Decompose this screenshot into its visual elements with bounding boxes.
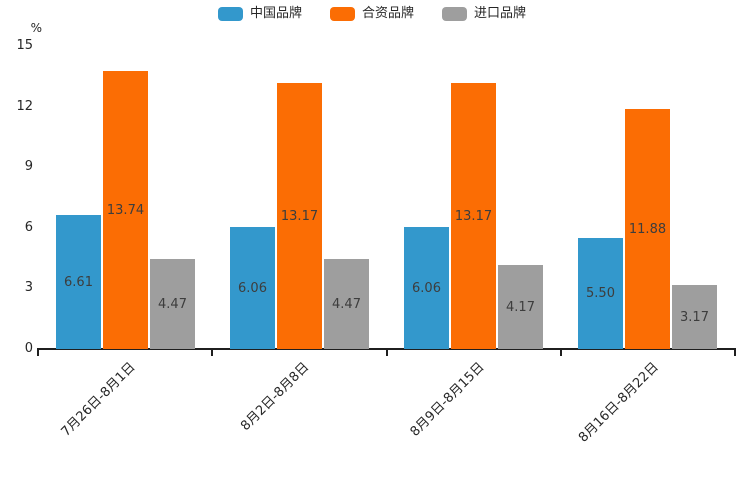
y-axis-unit-label: % [30, 21, 42, 35]
bar-series-1-group-2: 13.17 [451, 83, 496, 349]
bar-value-label: 13.17 [280, 208, 319, 224]
x-axis-category-label: 8月16日-8月22日 [575, 359, 662, 446]
bar-series-0-group-2: 6.06 [404, 227, 449, 349]
bar-value-label: 6.06 [238, 280, 267, 296]
legend-swatch-icon [329, 7, 355, 21]
bar-series-1-group-1: 13.17 [277, 83, 322, 349]
y-axis-tick-label: 0 [24, 341, 33, 356]
y-axis-tick-label: 6 [24, 220, 33, 235]
x-axis-tick [560, 350, 562, 356]
legend-item-series-2: 进口品牌 [442, 7, 526, 21]
x-axis-category-label: 8月2日-8月8日 [238, 359, 313, 434]
legend-item-label: 进口品牌 [474, 6, 527, 21]
bar-series-0-group-1: 6.06 [230, 227, 275, 349]
y-axis-tick-label: 9 [24, 159, 33, 174]
bar-value-label: 4.17 [506, 299, 535, 315]
bar-series-2-group-3: 3.17 [672, 285, 717, 349]
x-axis-category-label: 7月26日-8月1日 [58, 359, 139, 440]
legend-swatch-icon [217, 7, 243, 21]
y-axis-tick-label: 12 [16, 99, 33, 114]
bar-value-label: 13.74 [106, 202, 145, 218]
bar-value-label: 4.47 [158, 296, 187, 312]
bar-value-label: 6.61 [64, 274, 93, 290]
bar-value-label: 5.50 [586, 286, 615, 301]
bar-series-0-group-0: 6.61 [56, 215, 101, 349]
bar-series-1-group-3: 11.88 [625, 109, 670, 349]
bar-value-label: 6.06 [412, 280, 441, 296]
x-axis-tick [386, 350, 388, 356]
legend-swatch-icon [442, 7, 467, 21]
y-axis-tick-label: 15 [16, 38, 33, 53]
x-axis-tick [211, 350, 213, 356]
bar-series-2-group-0: 4.47 [150, 259, 195, 349]
bar-series-1-group-0: 13.74 [103, 71, 148, 349]
bar-series-2-group-1: 4.47 [324, 259, 369, 349]
bar-value-label: 13.17 [454, 208, 493, 224]
x-axis-category-label: 8月9日-8月15日 [407, 359, 488, 440]
legend-item-series-1: 合资品牌 [329, 6, 414, 21]
legend-item-series-0: 中国品牌 [217, 6, 302, 21]
x-axis-line [37, 348, 736, 350]
bar-series-2-group-2: 4.17 [498, 265, 543, 349]
y-axis-tick-label: 3 [24, 280, 33, 295]
bar-series-0-group-3: 5.50 [578, 238, 623, 349]
x-axis-tick [37, 350, 39, 356]
bar-value-label: 11.88 [628, 221, 667, 237]
legend-item-label: 合资品牌 [361, 6, 414, 21]
bar-value-label: 4.47 [332, 296, 361, 312]
legend-item-label: 中国品牌 [249, 6, 302, 21]
x-axis-tick [734, 350, 736, 356]
legend: 中国品牌 合资品牌 进口品牌 [0, 7, 744, 21]
bar-value-label: 3.17 [680, 309, 709, 325]
